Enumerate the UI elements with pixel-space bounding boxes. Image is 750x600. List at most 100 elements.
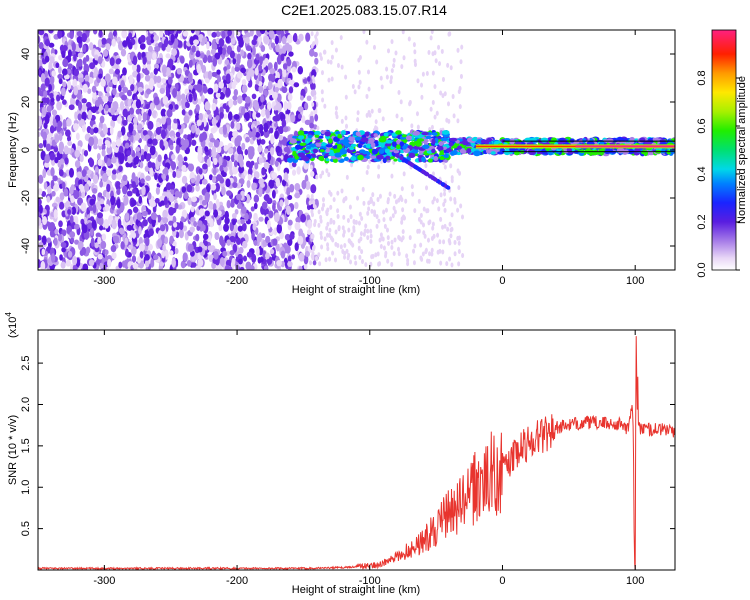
spectrogram-noise-cell (420, 256, 424, 262)
spectrogram-noise-cell (268, 179, 275, 189)
spectrogram-noise-cell (97, 38, 102, 48)
spectrogram-noise-cell (59, 201, 65, 210)
spectrogram-noise-cell (92, 187, 98, 194)
spectrogram-noise-cell (127, 99, 132, 107)
spectrogram-noise-cell (38, 142, 44, 149)
spectrogram-noise-cell (219, 256, 225, 267)
spectrogram-noise-cell (208, 113, 213, 120)
spectrogram-noise-cell (222, 250, 228, 257)
spectrogram-noise-cell (241, 79, 247, 86)
spectrogram-noise-cell (382, 209, 386, 215)
spectrogram-noise-cell (213, 125, 218, 132)
spectrogram-noise-cell (234, 208, 239, 215)
spectrogram-noise-cell (273, 212, 280, 223)
spectrogram-noise-cell (258, 187, 263, 198)
spectrogram-noise-cell (111, 219, 117, 226)
spectrogram-noise-cell (313, 218, 317, 224)
spectrogram-noise-cell (242, 255, 248, 262)
spectrogram-noise-cell (251, 182, 258, 191)
spectrogram-noise-cell (73, 189, 80, 200)
spectrogram-noise-cell (443, 91, 447, 97)
spectrogram-noise-cell (198, 194, 203, 201)
spectrogram-noise-cell (410, 184, 414, 190)
spectrogram-noise-cell (101, 233, 107, 241)
spectrogram-noise-cell (74, 111, 78, 121)
spectrogram-noise-cell (250, 69, 255, 77)
spectrogram-noise-cell (218, 81, 225, 89)
spectrogram-noise-cell (68, 167, 75, 178)
spectrogram-noise-cell (216, 69, 221, 75)
spectrogram-noise-cell (314, 256, 318, 262)
spectrogram-noise-cell (310, 184, 317, 194)
spectrogram-noise-cell (276, 223, 282, 234)
spectrogram-noise-cell (38, 30, 45, 36)
spectrogram-noise-cell (427, 49, 431, 55)
spectrogram-noise-cell (389, 216, 393, 222)
spectrogram-noise-cell (49, 222, 56, 231)
spectrogram-noise-cell (315, 67, 319, 73)
spectrogram-noise-cell (168, 220, 174, 226)
spectrogram-noise-cell (356, 110, 360, 116)
spectrogram-noise-cell (123, 195, 129, 205)
spectrogram-noise-cell (176, 93, 182, 102)
spectrogram-noise-cell (100, 240, 107, 250)
spectrogram-noise-cell (94, 54, 99, 61)
spectrogram-noise-cell (223, 144, 229, 152)
spectrogram-noise-cell (41, 190, 47, 198)
spectrogram-noise-cell (236, 237, 241, 245)
spectrogram-noise-cell (97, 138, 103, 147)
spectrogram-noise-cell (400, 186, 404, 192)
spectrogram-noise-cell (439, 216, 443, 222)
spectrogram-noise-cell (450, 212, 454, 218)
spectrogram-noise-cell (84, 74, 90, 83)
spectrogram-noise-cell (128, 244, 133, 250)
spectrogram-noise-cell (425, 185, 429, 191)
spectrogram-noise-cell (342, 197, 346, 203)
spectrogram-noise-cell (110, 195, 116, 206)
spectrogram-noise-cell (294, 242, 299, 252)
spectrogram-noise-cell (390, 261, 394, 267)
spectrogram-noise-cell (107, 258, 112, 268)
spectrogram-noise-cell (133, 157, 138, 166)
spectrogram-noise-cell (46, 134, 51, 144)
spectrogram-noise-cell (162, 244, 166, 252)
spectrogram-noise-cell (453, 196, 457, 202)
spectrogram-noise-cell (456, 118, 460, 124)
spectrogram-noise-cell (429, 106, 433, 112)
spectrogram-noise-cell (202, 233, 209, 240)
spectrogram-noise-cell (240, 206, 247, 214)
spectrogram-noise-cell (206, 109, 211, 115)
spectrogram-noise-cell (113, 63, 119, 70)
spectrogram-noise-cell (397, 251, 401, 257)
spectrogram-noise-cell (73, 54, 77, 62)
spectrogram-noise-cell (176, 137, 181, 147)
spectrogram-signal-cell (408, 152, 416, 158)
spectrogram-noise-cell (62, 68, 68, 76)
spectrogram-noise-cell (162, 95, 169, 106)
spectrogram-noise-cell (253, 212, 258, 219)
spectrogram-noise-cell (269, 127, 274, 134)
spectrogram-noise-cell (340, 118, 344, 124)
spectrogram-noise-cell (169, 235, 174, 245)
spectrogram-noise-cell (157, 238, 163, 248)
spectrogram-noise-cell (232, 219, 237, 226)
spectrogram-noise-cell (117, 218, 122, 229)
spectrogram-noise-cell (170, 33, 175, 44)
spectrogram-noise-cell (219, 111, 224, 119)
spectrogram-noise-cell (405, 253, 409, 259)
spectrogram-noise-cell (298, 33, 304, 42)
spectrogram-noise-cell (384, 253, 388, 259)
spectrogram-noise-cell (225, 73, 231, 83)
spectrogram-noise-cell (354, 260, 358, 266)
spectrogram-noise-cell (92, 90, 97, 100)
spectrogram-noise-cell (190, 177, 196, 184)
spectrogram-noise-cell (58, 133, 63, 142)
spectrogram-noise-cell (385, 74, 389, 80)
spectrogram-noise-cell (121, 30, 128, 39)
spectrogram-noise-cell (306, 76, 311, 82)
spectrogram-noise-cell (357, 69, 361, 75)
spectrogram-noise-cell (358, 254, 362, 260)
spectrogram-noise-cell (258, 157, 264, 163)
spectrogram-noise-cell (40, 72, 46, 83)
